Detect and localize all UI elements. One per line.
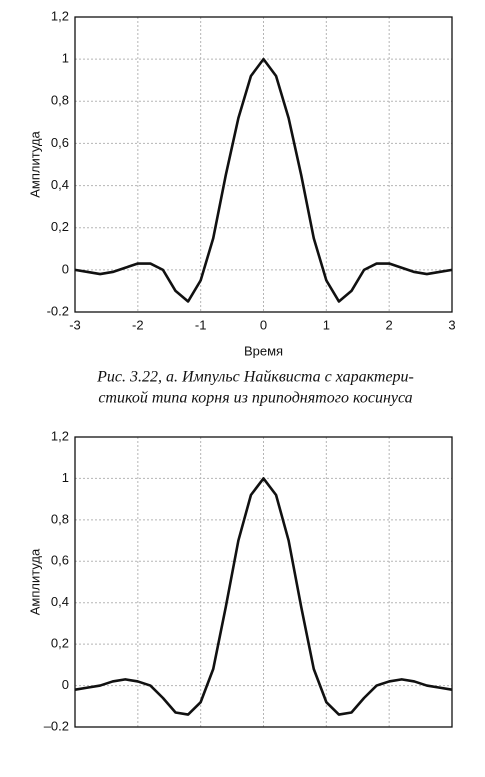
y-tick-label: 0,6 [51, 135, 69, 150]
y-tick-label: 1,2 [51, 8, 69, 23]
x-tick-label: 3 [448, 317, 455, 332]
y-tick-label: 1 [62, 470, 69, 485]
y-tick-label: 0 [62, 261, 69, 276]
x-tick-label: 1 [323, 317, 330, 332]
x-tick-label: 2 [386, 317, 393, 332]
y-tick-label: 0,6 [51, 553, 69, 568]
y-tick-label: 1,2 [51, 428, 69, 443]
y-tick-label: 1 [62, 51, 69, 66]
y-axis-label: Амплитуда [27, 130, 42, 197]
y-tick-label: 0,4 [51, 594, 69, 609]
plot-frame [74, 436, 453, 728]
pulse-curve [74, 477, 453, 716]
y-tick-label: 0,8 [51, 93, 69, 108]
caption: стикой типа корня из приподнятого косину… [98, 390, 412, 407]
caption: Рис. 3.22, а. Импульс Найквиста с характ… [96, 369, 414, 386]
pulse-curve [74, 57, 453, 303]
x-tick-label: -2 [132, 317, 144, 332]
x-tick-label: -1 [195, 317, 207, 332]
y-axis-label: Амплитуда [27, 548, 42, 615]
y-tick-label: 0,8 [51, 511, 69, 526]
y-tick-label: 0,2 [51, 219, 69, 234]
y-tick-label: -0.2 [47, 303, 69, 318]
y-tick-label: 0 [62, 677, 69, 692]
y-tick-label: 0,2 [51, 636, 69, 651]
y-tick-label: –0.2 [44, 718, 69, 733]
x-tick-label: -3 [69, 317, 81, 332]
y-tick-label: 0,4 [51, 177, 69, 192]
x-axis-label: Время [244, 343, 283, 358]
x-tick-label: 0 [260, 317, 267, 332]
plot-frame [74, 16, 453, 313]
